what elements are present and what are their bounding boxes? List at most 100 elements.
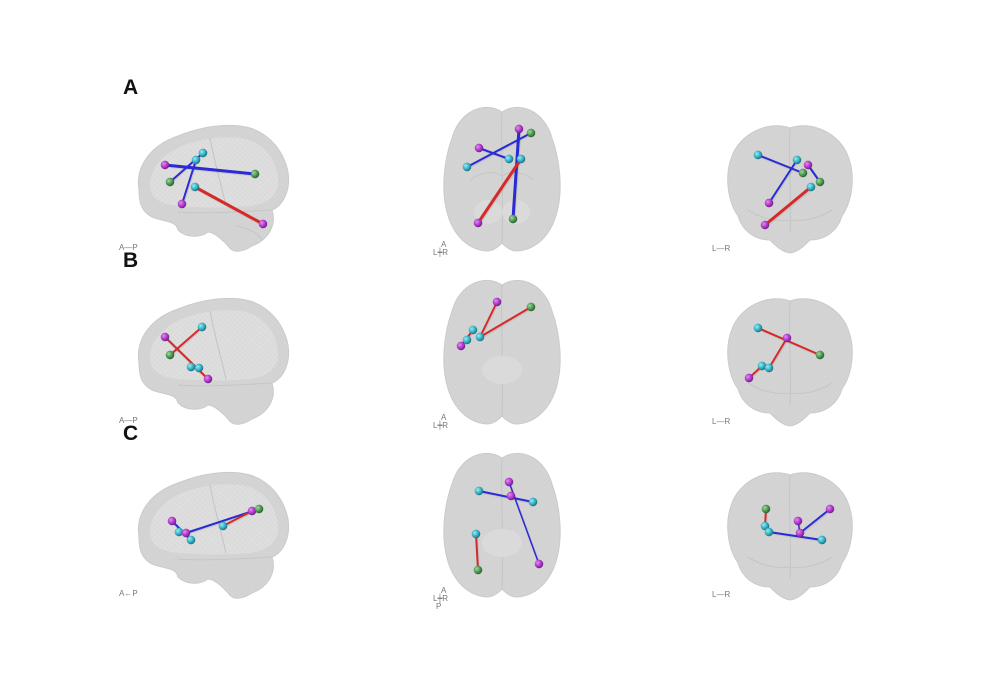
node-cyan <box>817 535 827 545</box>
edge-negative <box>181 159 197 205</box>
panel-c-sagittal <box>167 504 264 545</box>
node-magenta <box>203 374 213 384</box>
row-a: A A—P A L┿R L—R <box>119 76 853 257</box>
panel-c-coronal <box>760 504 835 545</box>
brain-midline <box>788 127 792 233</box>
orientation-label-sagittal-c: A←P <box>119 589 138 598</box>
node-green <box>815 177 825 187</box>
orientation-axial-mid-b: L┿R <box>433 420 448 430</box>
brain-brainstem <box>482 529 522 557</box>
panel-b-axial <box>456 297 536 351</box>
node-green <box>254 504 264 514</box>
edge-negative <box>768 159 798 204</box>
orientation-label-coronal-b: L—R <box>712 417 730 426</box>
node-magenta <box>803 160 813 170</box>
node-cyan <box>504 154 514 164</box>
node-magenta <box>492 297 502 307</box>
node-cyan <box>198 148 208 158</box>
edge-positive <box>479 306 532 338</box>
node-green <box>508 214 518 224</box>
node-green <box>165 177 175 187</box>
row-b: B A—P A L┿R L—R <box>119 249 853 430</box>
edge-negative <box>799 508 831 534</box>
node-cyan <box>792 155 802 165</box>
brain-sulcus <box>177 209 273 214</box>
node-magenta <box>181 528 191 538</box>
orientation-axial-bottom-c: P <box>436 602 441 611</box>
brain-midline <box>788 300 792 406</box>
node-magenta <box>160 332 170 342</box>
brain-sagittal-a <box>137 124 290 252</box>
edge-negative <box>757 154 804 174</box>
node-cyan <box>191 155 201 165</box>
node-cyan <box>475 332 485 342</box>
edge-positive <box>479 301 498 338</box>
node-cyan <box>468 325 478 335</box>
node-cyan <box>764 527 774 537</box>
node-cyan <box>474 486 484 496</box>
node-cyan <box>186 535 196 545</box>
node-green <box>815 350 825 360</box>
orientation-axial-top-a: A <box>441 240 447 249</box>
brain-coronal-a <box>727 125 853 254</box>
brain-sulcus <box>469 171 535 181</box>
edge-positive <box>475 533 479 571</box>
brain-sulcus <box>177 556 273 561</box>
brain-sulcus <box>209 484 227 554</box>
panel-b-coronal <box>744 323 825 383</box>
node-green <box>526 128 536 138</box>
orientation-label-sagittal-b: A—P <box>119 416 138 425</box>
node-cyan <box>806 182 816 192</box>
node-magenta <box>782 333 792 343</box>
node-green <box>165 350 175 360</box>
brain-midline <box>500 111 504 244</box>
brain-brainstem <box>482 356 522 384</box>
node-magenta <box>167 516 177 526</box>
brain-axial-c <box>443 452 561 598</box>
brain-coronal-c <box>727 472 853 601</box>
row-label-c: C <box>123 422 138 445</box>
brain-axial-b <box>443 279 561 425</box>
brain-mesh <box>138 298 289 425</box>
brain-midline <box>500 457 504 590</box>
orientation-label-coronal-a: L—R <box>712 244 730 253</box>
node-magenta <box>744 373 754 383</box>
node-magenta <box>506 491 516 501</box>
row-label-b: B <box>123 249 138 272</box>
edge-positive <box>476 157 523 225</box>
panel-c-axial <box>471 477 544 575</box>
orientation-axial-top-b: A <box>441 413 447 422</box>
node-magenta <box>504 477 514 487</box>
edge-positive <box>768 337 788 369</box>
row-c: C A←P A L┿R P L—R <box>119 422 853 611</box>
node-green <box>526 302 536 312</box>
orientation-axial-mid-c: L┿R <box>433 593 448 603</box>
node-magenta <box>474 143 484 153</box>
node-cyan <box>764 363 774 373</box>
brain-sagittal-b <box>137 297 290 425</box>
edge-positive <box>222 510 253 527</box>
panel-b-sagittal <box>160 322 213 384</box>
orientation-label-sagittal-a: A—P <box>119 243 138 252</box>
node-magenta <box>795 528 805 538</box>
brain-sagittal-c <box>137 471 290 599</box>
brain-sulcus <box>209 310 227 380</box>
node-magenta <box>160 160 170 170</box>
panel-a-axial <box>462 124 536 228</box>
edge-negative <box>511 127 521 221</box>
edge-positive <box>763 185 813 227</box>
node-green <box>250 169 260 179</box>
brain-sulcus <box>747 209 833 222</box>
node-green <box>761 504 771 514</box>
node-magenta <box>534 559 544 569</box>
brain-sulcus <box>177 382 273 387</box>
node-cyan <box>528 497 538 507</box>
node-magenta <box>764 198 774 208</box>
node-magenta <box>258 219 268 229</box>
orientation-axial-top-c: A <box>441 586 447 595</box>
brain-midline <box>788 474 792 580</box>
node-cyan <box>194 363 204 373</box>
brain-sulcus <box>747 556 833 569</box>
edge-negative <box>768 531 823 541</box>
node-cyan <box>753 150 763 160</box>
